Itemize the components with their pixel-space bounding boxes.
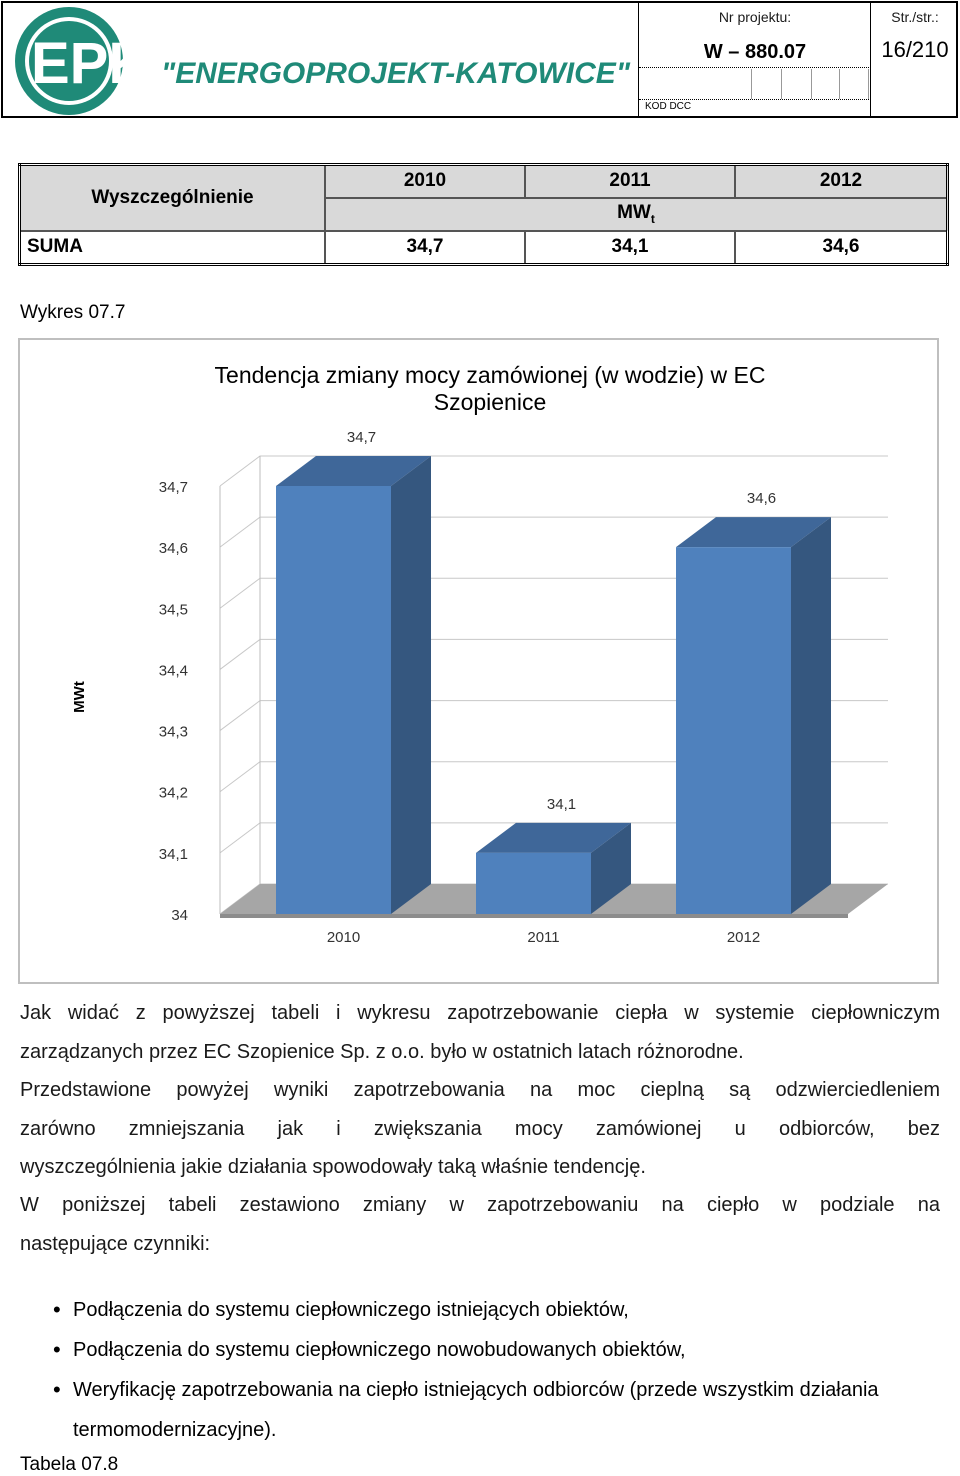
y-tick-label: 34,7 (159, 479, 188, 496)
text-line: następujące czynniki: (20, 1232, 211, 1255)
y-tick-label: 34,4 (159, 662, 188, 679)
bar-side (591, 822, 631, 914)
paragraph-2: Przedstawione powyżej wyniki zapotrzebow… (20, 1071, 940, 1187)
company-logo: EPK "ENERGOPROJEKT-KATOWICE" SA (13, 5, 680, 117)
factor-list: Podłączenia do systemu ciepłowniczego is… (0, 1290, 940, 1450)
dcc-label: KOD DCC (645, 101, 692, 112)
page-cell: Str./str.: 16/210 (870, 3, 959, 116)
divider (639, 67, 871, 68)
text-line: W poniższej tabeli zestawiono zmiany w z… (20, 1194, 940, 1216)
page-label: Str./str.: (891, 9, 939, 25)
bar-top (276, 456, 431, 486)
bar-top (476, 822, 631, 853)
company-name: "ENERGOPROJEKT-KATOWICE" SA (161, 57, 633, 90)
list-item: Podłączenia do systemu ciepłowniczego is… (0, 1290, 940, 1330)
y-tick-label: 34,2 (159, 785, 188, 802)
data-label: 34,6 (747, 490, 776, 507)
chart-frame: Tendencja zmiany mocy zamówionej (w wodz… (18, 338, 939, 984)
document-header: EPK "ENERGOPROJEKT-KATOWICE" SA Nr proje… (1, 1, 958, 118)
chart-caption: Wykres 07.7 (20, 302, 126, 323)
y-tick-label: 34 (171, 907, 188, 924)
y-tick-label: 34,3 (159, 724, 188, 741)
list-item: Weryfikację zapotrzebowania na ciepło is… (0, 1370, 940, 1450)
table-unit-header: MWt (324, 196, 949, 232)
data-label: 34,7 (347, 429, 376, 446)
project-cell: Nr projektu: W – 880.07 KOD DCC (638, 3, 871, 116)
bar-chart: Tendencja zmiany mocy zamówionej (w wodz… (71, 362, 888, 946)
paragraph-3: W poniższej tabeli zestawiono zmiany w z… (20, 1186, 940, 1263)
chart-floor-edge (220, 914, 848, 918)
project-number: W – 880.07 (703, 41, 807, 63)
text-line: zarządzanych przez EC Szopienice Sp. z o… (20, 1040, 744, 1063)
logo-mark: EPK (31, 31, 150, 96)
text-line: Przedstawione powyżej wyniki zapotrzebow… (20, 1079, 940, 1101)
x-tick-label: 2012 (727, 929, 760, 946)
table-caption: Tabela 07.8 (20, 1454, 119, 1475)
list-item: Podłączenia do systemu ciepłowniczego no… (0, 1330, 940, 1370)
text-line: wyszczególnienia jakie działania spowodo… (20, 1156, 646, 1178)
bar-side (791, 517, 831, 914)
dcc-code-boxes (751, 69, 869, 99)
text-line: zarówno zmniejszania jak i zwiększania m… (20, 1117, 940, 1140)
bar-side (391, 456, 431, 914)
power-table: Wyszczególnienie 2010 2011 2012 MWt SUMA… (18, 163, 949, 266)
table-year-header: 2012 (734, 163, 949, 199)
table-cell: 34,7 (324, 229, 526, 266)
text-line: Jak widać z powyższej tabeli i wykresu z… (20, 1002, 940, 1024)
chart-title: Szopienice (434, 389, 547, 415)
table-year-header: 2010 (324, 163, 526, 199)
chart-title: Tendencja zmiany mocy zamówionej (w wodz… (215, 362, 766, 388)
project-label: Nr projektu: (718, 9, 792, 25)
y-tick-label: 34,6 (159, 540, 188, 557)
table-cell: 34,1 (524, 229, 736, 266)
table-cell: 34,6 (734, 229, 949, 266)
table-year-header: 2011 (524, 163, 736, 199)
x-tick-label: 2010 (327, 929, 360, 946)
x-tick-label: 2011 (527, 929, 559, 946)
y-tick-label: 34,5 (159, 601, 188, 618)
bar-top (676, 517, 831, 548)
y-tick-label: 34,1 (159, 846, 188, 863)
bar (476, 852, 591, 914)
bar (676, 547, 791, 914)
bar (276, 486, 391, 914)
page-number: 16/210 (881, 37, 949, 62)
divider (639, 99, 871, 100)
y-axis-label: MWt (71, 681, 88, 713)
table-col-header: Wyszczególnienie (18, 163, 326, 232)
data-label: 34,1 (547, 796, 576, 813)
table-row-label: SUMA (18, 229, 326, 266)
paragraph-1: Jak widać z powyższej tabeli i wykresu z… (20, 994, 940, 1071)
